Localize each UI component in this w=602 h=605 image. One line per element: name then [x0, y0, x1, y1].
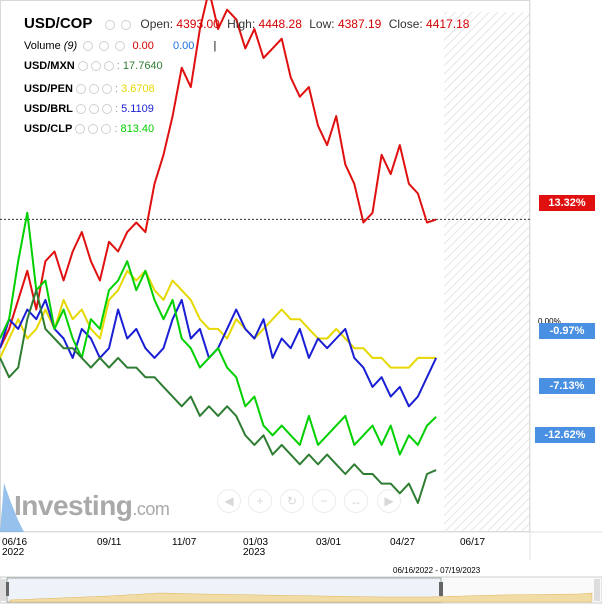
legend-name: USD/MXN	[24, 60, 75, 72]
series-line-usdmxn	[0, 289, 437, 504]
eye-icon[interactable]	[75, 84, 86, 95]
badge-usdpen: -0.97%	[539, 323, 595, 339]
legend-value: 3.6708	[121, 83, 155, 95]
badge-usdmxn: -12.62%	[535, 427, 595, 443]
x-tick-label: 06/16	[2, 537, 28, 548]
ohlc-header: USD/COP Open: 4393.00 High: 4448.28 Low:…	[24, 15, 473, 32]
zoom-in-button[interactable]: +	[248, 489, 272, 513]
scroll-left-arrow[interactable]	[0, 579, 6, 601]
badge-usdclp: -7.13%	[539, 378, 595, 394]
volume-row: Volume (9) 0.00 0.00 |	[24, 40, 216, 52]
legend-value: 17.7640	[122, 60, 163, 72]
x-tick-label: 06/17	[460, 537, 486, 548]
zero-percent-label: 0.00%	[538, 317, 561, 326]
volume-shape	[0, 483, 24, 532]
logo-suffix: .com	[132, 499, 170, 519]
x-tick-label: 04/27	[390, 537, 416, 548]
legend-row-usdclp: USD/CLP : 813.40	[24, 123, 154, 135]
gear-icon[interactable]	[99, 41, 110, 52]
navigator-range-label: 06/16/2022 - 07/19/2023	[393, 566, 481, 575]
volume-value-2: 0.00	[172, 40, 195, 52]
low-label: Low:	[309, 17, 335, 31]
legend-colon: :	[111, 123, 121, 135]
high-value: 4448.28	[258, 17, 302, 31]
gear-icon[interactable]	[90, 61, 101, 72]
legend-name: USD/CLP	[24, 123, 73, 135]
volume-separator: |	[213, 40, 217, 52]
legend-row-usdpen: USD/PEN : 3.6708	[24, 83, 155, 95]
volume-period: (9)	[63, 40, 78, 52]
legend-colon: :	[111, 83, 122, 95]
x-tick-label: 11/07	[172, 537, 197, 548]
navigator-handle-left[interactable]	[5, 582, 9, 596]
gear-icon[interactable]	[88, 104, 99, 115]
close-icon[interactable]	[101, 124, 112, 135]
series-line-usdpen	[0, 269, 437, 369]
zoom-out-button[interactable]: −	[312, 489, 336, 513]
low-value: 4387.19	[337, 17, 382, 31]
legend-colon: :	[111, 103, 122, 115]
close-icon[interactable]	[103, 61, 114, 72]
eye-icon[interactable]	[104, 19, 115, 30]
x-tick-label: 03/01	[316, 537, 342, 548]
gear-icon[interactable]	[121, 19, 132, 30]
close-icon[interactable]	[115, 41, 126, 52]
legend-row-usdbrl: USD/BRL : 5.1109	[24, 103, 154, 115]
gear-icon[interactable]	[88, 84, 99, 95]
investing-logo: Investing.com	[14, 490, 170, 522]
volume-value-1: 0.00	[132, 40, 154, 52]
legend-name: USD/BRL	[24, 103, 73, 115]
series-line-usdcop	[0, 0, 437, 349]
eye-icon[interactable]	[75, 124, 86, 135]
close-icon[interactable]	[101, 84, 112, 95]
x-tick-label: 09/11	[97, 537, 122, 548]
legend-colon: :	[113, 60, 123, 72]
volume-label: Volume	[24, 40, 61, 52]
close-label: Close:	[388, 17, 423, 31]
zoom-fit-button[interactable]: ↔	[344, 489, 368, 513]
high-label: High:	[227, 17, 256, 31]
series-layer	[0, 0, 438, 504]
eye-icon[interactable]	[75, 104, 86, 115]
open-label: Open:	[140, 17, 174, 31]
x-tick-year: 2023	[243, 547, 266, 558]
x-tick-label: 01/03	[243, 537, 269, 548]
open-value: 4393.00	[176, 17, 220, 31]
navigator-sparkline	[9, 592, 593, 603]
series-line-usdclp	[0, 211, 437, 456]
legend-row-usdmxn: USD/MXN : 17.7640	[24, 60, 163, 72]
logo-text: Investing	[14, 490, 133, 521]
scroll-left-button[interactable]: ◀	[217, 489, 241, 513]
legend-value: 813.40	[120, 123, 155, 135]
scroll-right-button[interactable]: ▶	[377, 489, 401, 513]
zoom-reset-button[interactable]: ↻	[280, 489, 304, 513]
legend-value: 5.1109	[121, 103, 154, 115]
badge-usdcop: 13.32%	[539, 195, 595, 211]
navigator-handle-right[interactable]	[439, 582, 443, 596]
future-area	[444, 12, 530, 532]
symbol-title: USD/COP	[24, 15, 93, 32]
gear-icon[interactable]	[88, 124, 99, 135]
close-value: 4417.18	[426, 17, 470, 31]
legend-name: USD/PEN	[24, 83, 73, 95]
x-tick-year: 2022	[2, 547, 25, 558]
eye-icon[interactable]	[77, 61, 88, 72]
close-icon[interactable]	[101, 104, 112, 115]
eye-icon[interactable]	[83, 41, 94, 52]
scroll-right-arrow[interactable]	[594, 579, 600, 601]
